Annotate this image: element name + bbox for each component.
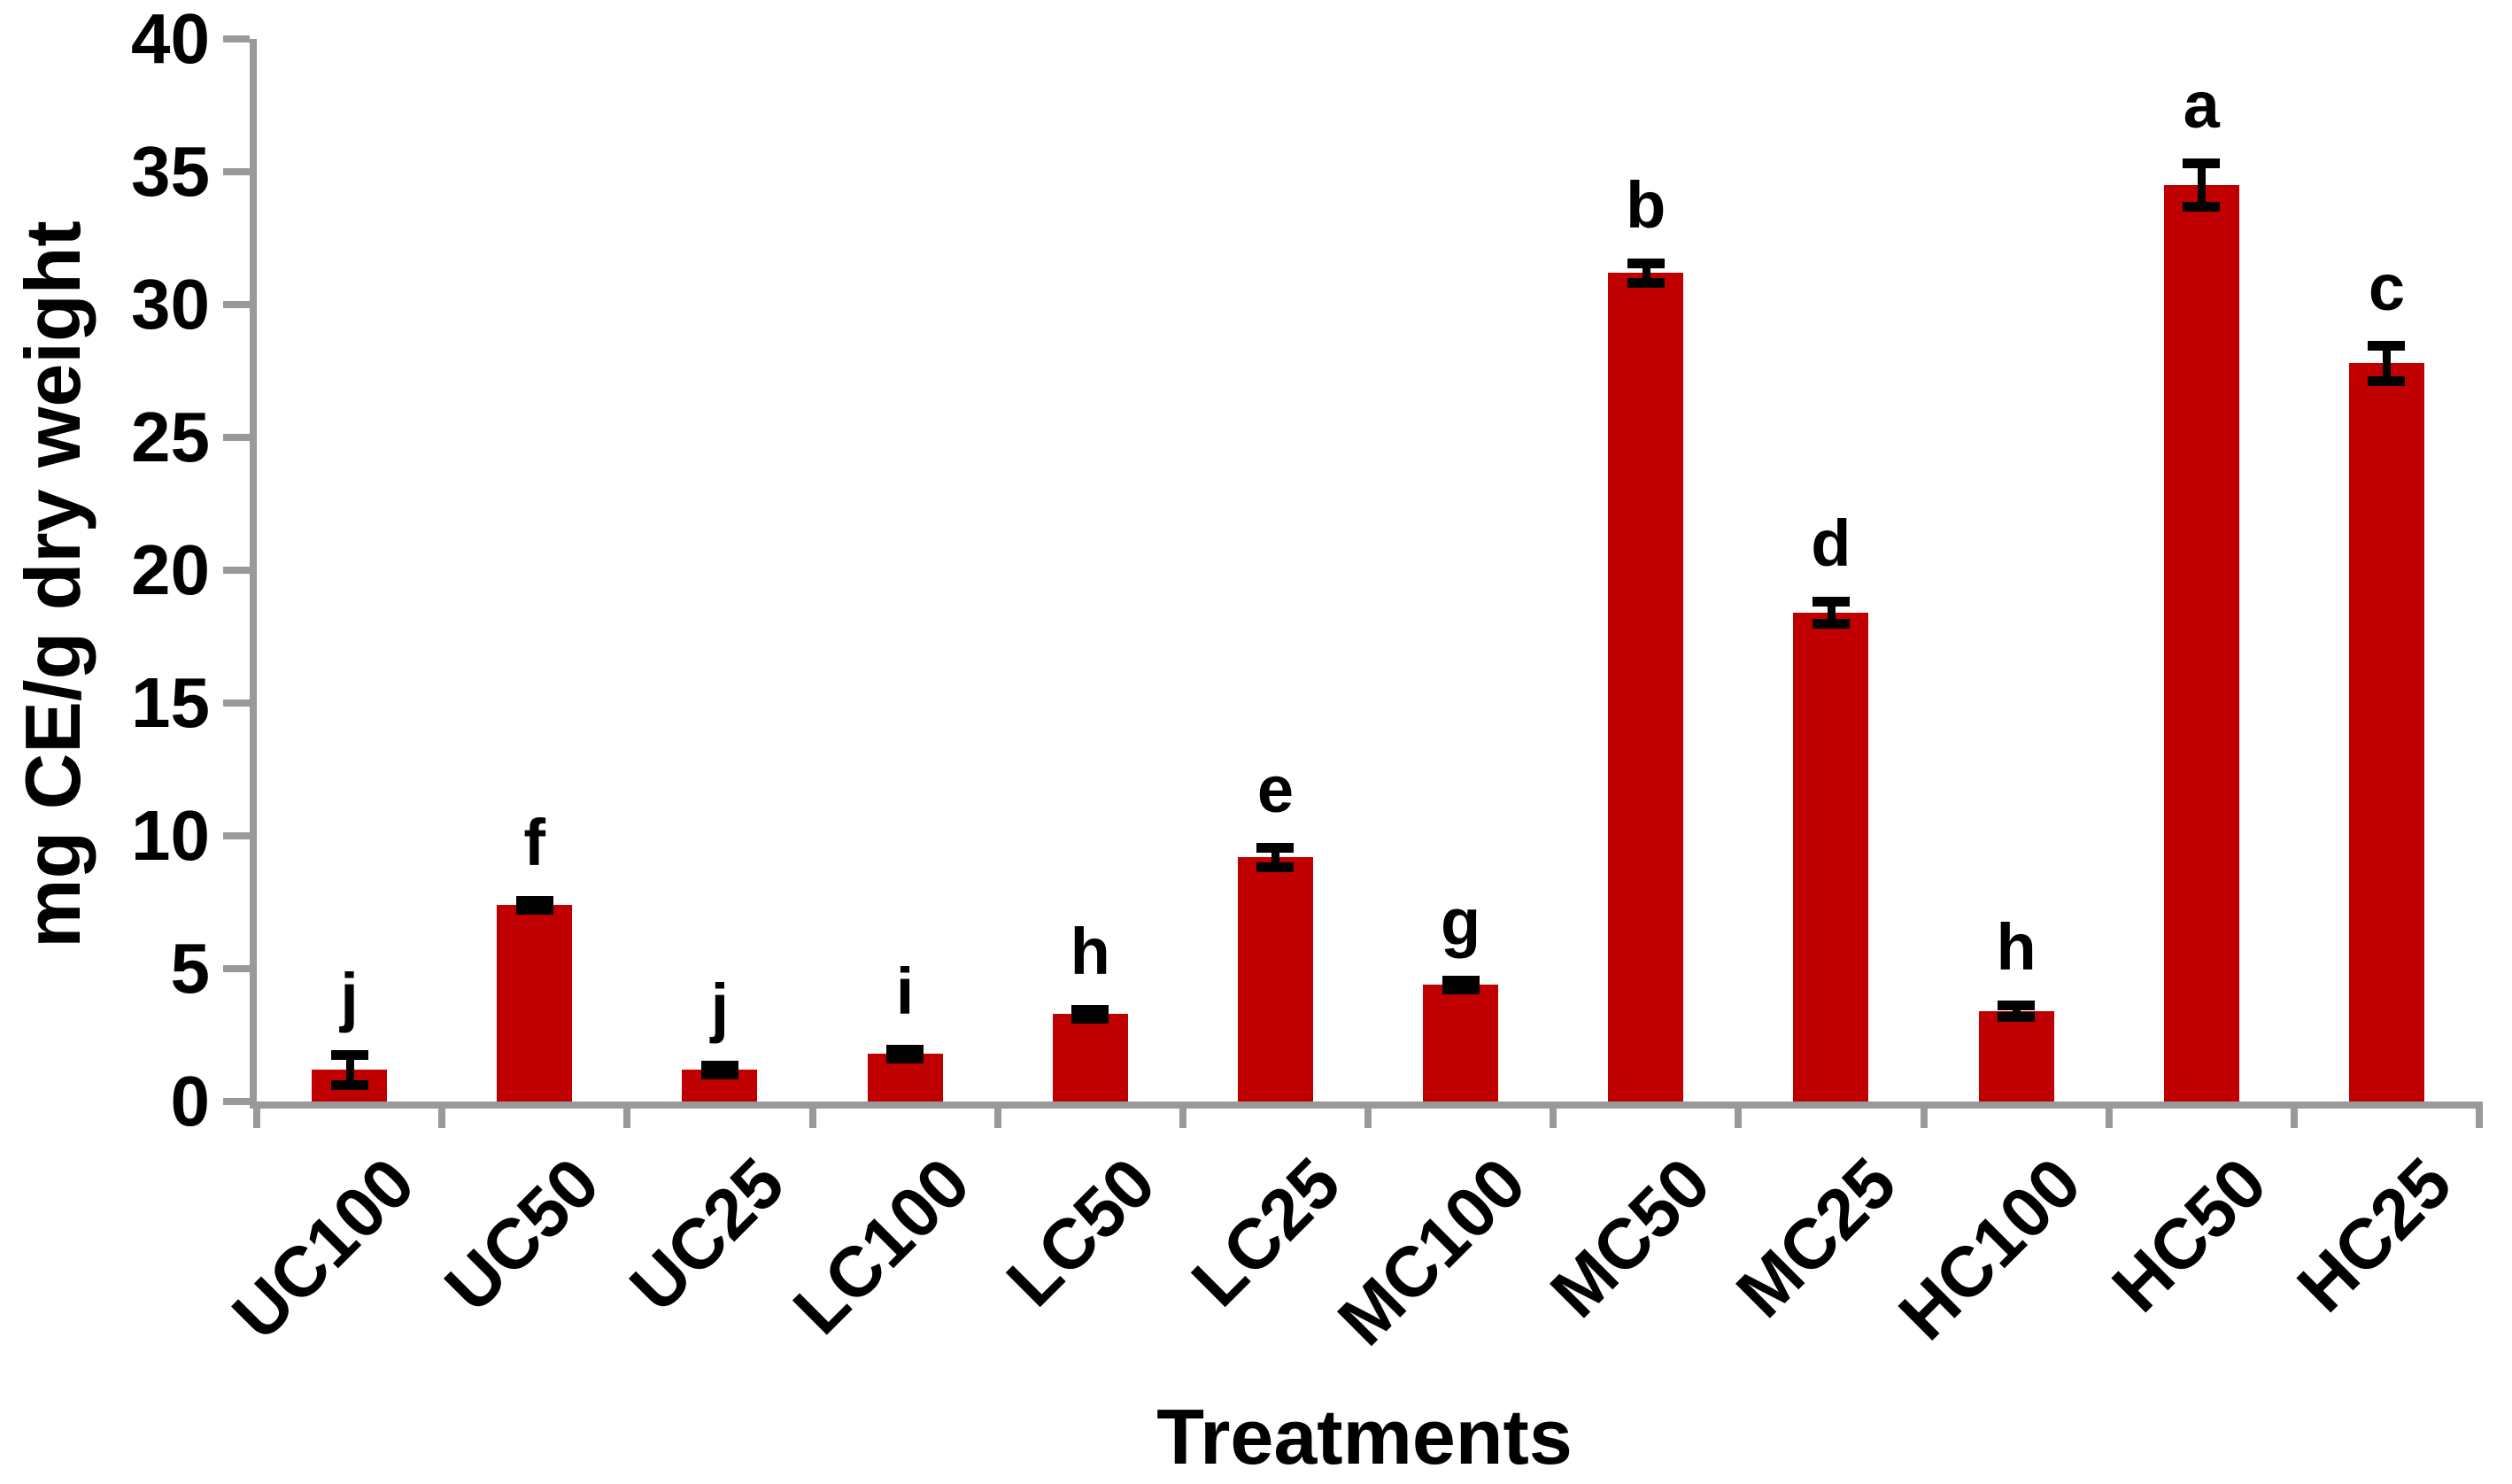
x-tick-mark (2105, 1101, 2113, 1128)
x-tick-mark (1550, 1101, 1557, 1128)
error-bar-cap-bottom-HC100 (1998, 1012, 2036, 1022)
sig-letter-HC50: a (2183, 68, 2220, 142)
x-tick-mark (1364, 1101, 1372, 1128)
x-label-LC25: LC25 (1176, 1142, 1356, 1321)
y-tick-mark (223, 301, 250, 308)
bar-HC100 (1978, 1011, 2054, 1101)
bar-MC25 (1793, 613, 1869, 1101)
sig-letter-MC50: b (1626, 167, 1666, 242)
sig-letter-UC50: f (523, 805, 546, 879)
y-tick-mark (223, 35, 250, 43)
x-label-LC100: LC100 (777, 1142, 985, 1349)
y-tick-mark (223, 699, 250, 707)
x-tick-mark (808, 1101, 816, 1128)
x-tick-mark (1735, 1101, 1743, 1128)
bar-HC50 (2163, 185, 2239, 1101)
error-bar-cap-top-HC50 (2183, 158, 2221, 168)
error-bar-cap-bottom-LC100 (886, 1053, 924, 1063)
error-bar-cap-bottom-MC50 (1627, 277, 1665, 288)
error-bar-cap-bottom-HC50 (2183, 202, 2221, 212)
y-tick-label: 30 (131, 265, 210, 344)
error-bar-cap-top-MC100 (1442, 975, 1480, 985)
y-tick-label: 25 (131, 398, 210, 476)
bar-UC50 (497, 905, 573, 1101)
error-bar-cap-top-HC25 (2368, 340, 2406, 351)
sig-letter-UC100: j (340, 959, 359, 1033)
error-bar-cap-top-HC100 (1998, 1001, 2036, 1010)
bar-LC25 (1237, 857, 1313, 1101)
y-tick-mark (223, 1098, 250, 1105)
error-bar-stem-HC100 (2013, 1006, 2021, 1016)
y-tick-mark (223, 168, 250, 175)
x-label-MC25: MC25 (1720, 1142, 1911, 1333)
error-bar-cap-top-LC100 (886, 1044, 924, 1055)
y-tick-label: 35 (131, 132, 210, 211)
error-bar-cap-top-UC100 (330, 1049, 368, 1060)
y-tick-mark (223, 434, 250, 441)
sig-letter-MC25: d (1811, 506, 1851, 580)
x-tick-mark (438, 1101, 446, 1128)
x-label-MC50: MC50 (1535, 1142, 1726, 1333)
error-bar-stem-MC50 (1642, 263, 1650, 282)
x-tick-mark (623, 1101, 631, 1128)
y-tick-mark (223, 832, 250, 839)
error-bar-stem-HC25 (2383, 345, 2392, 381)
sig-letter-HC25: c (2368, 250, 2405, 324)
error-bar-cap-top-LC25 (1256, 842, 1295, 853)
y-tick-label: 10 (131, 796, 210, 875)
y-tick-label: 20 (131, 530, 210, 609)
error-bar-cap-bottom-UC25 (700, 1069, 738, 1079)
error-bar-stem-LC25 (1271, 847, 1280, 867)
y-tick-mark (223, 567, 250, 574)
x-label-UC25: UC25 (614, 1142, 800, 1327)
sig-letter-HC100: h (1996, 910, 2037, 984)
error-bar-cap-bottom-HC25 (2368, 375, 2406, 386)
x-axis-title: Treatments (1156, 1393, 1573, 1480)
sig-letter-LC25: e (1256, 752, 1294, 826)
x-tick-mark (1179, 1101, 1186, 1128)
error-bar-cap-top-LC50 (1071, 1004, 1109, 1015)
error-bar-cap-top-UC25 (700, 1060, 738, 1070)
sig-letter-UC25: j (710, 970, 730, 1044)
y-tick-label: 0 (170, 1062, 211, 1140)
y-tick-label: 40 (131, 0, 210, 78)
x-label-HC50: HC50 (2097, 1142, 2281, 1327)
error-bar-stem-HC50 (2198, 164, 2207, 206)
y-tick-label: 15 (131, 663, 210, 742)
x-label-LC50: LC50 (991, 1142, 1170, 1321)
x-tick-mark (2290, 1101, 2298, 1128)
error-bar-stem-UC100 (345, 1055, 354, 1085)
x-label-UC50: UC50 (429, 1142, 614, 1327)
x-label-HC100: HC100 (1883, 1142, 2096, 1355)
bar-MC100 (1423, 985, 1499, 1101)
sig-letter-LC100: i (895, 954, 915, 1028)
bar-HC25 (2348, 363, 2424, 1101)
error-bar-cap-top-UC50 (515, 895, 553, 906)
sig-letter-MC100: g (1440, 885, 1481, 959)
x-label-HC25: HC25 (2282, 1142, 2467, 1327)
error-bar-cap-bottom-UC100 (330, 1079, 368, 1090)
bar-MC50 (1608, 273, 1684, 1101)
error-bar-cap-bottom-LC25 (1256, 862, 1295, 872)
y-tick-mark (223, 965, 250, 972)
error-bar-cap-bottom-MC25 (1812, 619, 1850, 629)
error-bar-stem-MC25 (1827, 602, 1836, 623)
x-label-UC100: UC100 (217, 1142, 429, 1355)
x-tick-mark (1920, 1101, 1928, 1128)
error-bar-cap-bottom-LC50 (1071, 1013, 1109, 1024)
x-tick-mark (253, 1101, 260, 1128)
error-bar-cap-top-MC50 (1627, 258, 1665, 268)
x-tick-mark (993, 1101, 1001, 1128)
error-bar-cap-bottom-UC50 (515, 904, 553, 915)
x-tick-mark (2476, 1101, 2483, 1128)
error-bar-cap-top-MC25 (1812, 597, 1850, 607)
sig-letter-LC50: h (1070, 914, 1110, 988)
error-bar-cap-bottom-MC100 (1442, 984, 1480, 994)
bar-LC50 (1052, 1014, 1128, 1101)
y-tick-label: 5 (170, 929, 211, 1008)
x-label-MC100: MC100 (1322, 1142, 1541, 1360)
plot-area: 0 5 10 15 20 25 30 35 40 j UC100 f UC50 j UC25 i LC100 h L… (131, 0, 2483, 1360)
